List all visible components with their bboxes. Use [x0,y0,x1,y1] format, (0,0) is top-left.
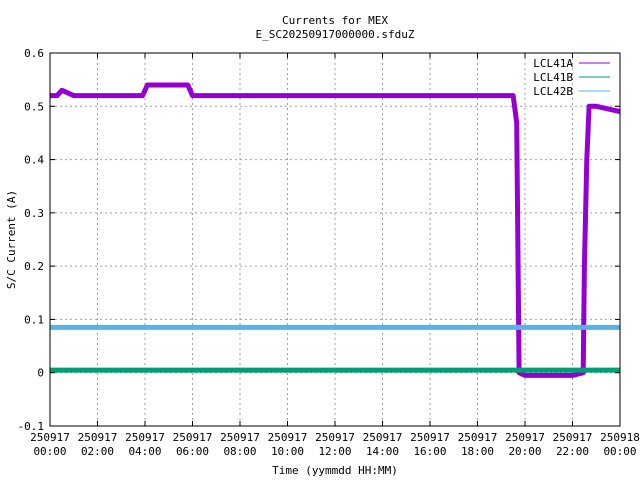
y-tick-label: 0.1 [24,313,44,326]
y-axis-label: S/C Current (A) [5,190,18,289]
x-tick-label-date: 250917 [410,431,450,444]
x-tick-label-time: 08:00 [223,445,256,458]
chart-subtitle: E_SC20250917000000.sfduZ [256,28,415,41]
y-tick-label: 0.4 [24,154,44,167]
y-tick-label: 0.6 [24,47,44,60]
x-tick-label-time: 10:00 [271,445,304,458]
y-tick-label: 0 [37,367,44,380]
x-tick-label-time: 12:00 [318,445,351,458]
y-tick-label: 0.3 [24,207,44,220]
y-tick-label: 0.2 [24,260,44,273]
x-tick-label-time: 18:00 [461,445,494,458]
x-tick-label-time: 06:00 [176,445,209,458]
x-tick-label-time: 04:00 [128,445,161,458]
x-tick-label-time: 00:00 [33,445,66,458]
legend-label-lcl41a: LCL41A [533,57,573,70]
x-tick-label-time: 20:00 [508,445,541,458]
x-tick-label-date: 250917 [78,431,118,444]
x-tick-label-date: 250918 [600,431,640,444]
x-tick-label-time: 02:00 [81,445,114,458]
x-tick-label-time: 16:00 [413,445,446,458]
y-tick-label: -0.1 [18,420,45,433]
x-tick-label-date: 250917 [268,431,308,444]
chart-title: Currents for MEX [282,14,388,27]
x-tick-label-time: 00:00 [603,445,636,458]
x-tick-label-date: 250917 [553,431,593,444]
x-axis: 25091700:0025091702:0025091704:002509170… [30,53,640,458]
x-tick-label-time: 14:00 [366,445,399,458]
x-tick-label-time: 22:00 [556,445,589,458]
legend-label-lcl42b: LCL42B [533,85,573,98]
y-axis: -0.1 0 0.1 0.2 0.3 0.4 0.5 0.6 [18,47,620,433]
x-tick-label-date: 250917 [220,431,260,444]
x-tick-label-date: 250917 [125,431,165,444]
x-tick-label-date: 250917 [505,431,545,444]
x-tick-label-date: 250917 [30,431,70,444]
series-layer [50,82,621,378]
x-tick-label-date: 250917 [173,431,213,444]
legend-label-lcl41b: LCL41B [533,71,573,84]
x-tick-label-date: 250917 [363,431,403,444]
x-tick-label-date: 250917 [315,431,355,444]
x-tick-label-date: 250917 [458,431,498,444]
y-tick-label: 0.5 [24,100,44,113]
series-line-lcl41a [50,82,621,378]
x-axis-label: Time (yymmdd HH:MM) [272,464,398,477]
